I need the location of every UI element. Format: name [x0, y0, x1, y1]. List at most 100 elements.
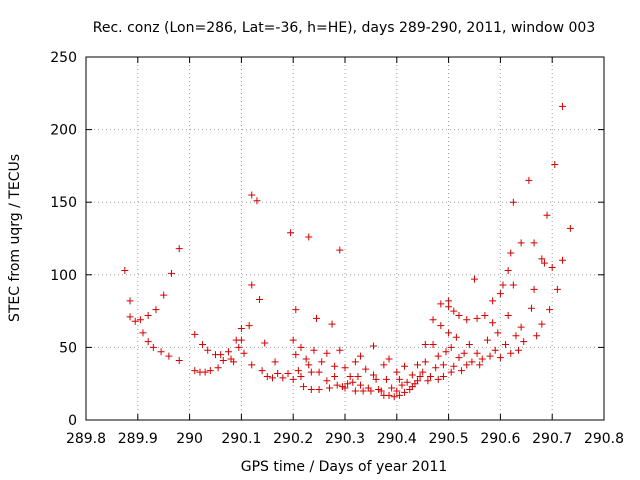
x-tick-label: 289.9: [118, 431, 158, 447]
data-point: [486, 352, 494, 360]
data-point: [175, 356, 183, 364]
x-tick-label: 289.8: [66, 431, 106, 447]
data-point: [491, 346, 499, 354]
data-point: [504, 266, 512, 274]
data-point: [421, 358, 429, 366]
y-tick-label: 0: [68, 413, 77, 429]
data-point: [483, 336, 491, 344]
data-point: [390, 393, 398, 401]
data-point: [191, 367, 199, 375]
data-point: [380, 361, 388, 369]
data-point: [328, 320, 336, 328]
data-point: [517, 323, 525, 331]
data-point: [302, 355, 310, 363]
x-tick-label: 290.6: [480, 431, 520, 447]
y-tick-label: 50: [59, 340, 77, 356]
data-point: [463, 316, 471, 324]
data-point: [398, 381, 406, 389]
data-point: [395, 375, 403, 383]
data-point: [538, 320, 546, 328]
data-point: [253, 197, 261, 205]
data-point: [530, 285, 538, 293]
data-point: [566, 224, 574, 232]
x-tick-label: 290.5: [429, 431, 469, 447]
data-point: [401, 388, 409, 396]
data-point: [442, 348, 450, 356]
data-point: [297, 372, 305, 380]
data-point: [416, 372, 424, 380]
data-point: [336, 246, 344, 254]
data-point: [289, 375, 297, 383]
data-point: [206, 367, 214, 375]
data-point: [502, 340, 510, 348]
data-point: [452, 333, 460, 341]
data-point: [284, 370, 292, 378]
data-point: [546, 306, 554, 314]
y-tick-label: 200: [50, 123, 77, 139]
data-point: [136, 316, 144, 324]
y-tick-labels: 0 50 100 150 200 250: [50, 50, 77, 429]
data-point: [248, 281, 256, 289]
data-point: [149, 343, 157, 351]
data-point: [315, 368, 323, 376]
data-point: [429, 316, 437, 324]
data-point: [248, 361, 256, 369]
data-point: [439, 361, 447, 369]
data-point: [230, 358, 238, 366]
data-point: [152, 306, 160, 314]
x-tick-label: 290.1: [221, 431, 261, 447]
data-point: [274, 370, 282, 378]
data-point: [450, 362, 458, 370]
data-point: [551, 160, 559, 168]
data-point: [460, 349, 468, 357]
data-point: [271, 358, 279, 366]
data-point: [289, 336, 297, 344]
data-point: [512, 332, 520, 340]
data-point: [377, 387, 385, 395]
data-point: [217, 351, 225, 359]
data-point: [393, 368, 401, 376]
data-point: [318, 358, 326, 366]
data-point: [199, 340, 207, 348]
data-point: [175, 245, 183, 253]
data-point: [473, 314, 481, 322]
data-point: [126, 297, 134, 305]
data-point: [382, 375, 390, 383]
data-point: [434, 352, 442, 360]
data-point: [463, 361, 471, 369]
data-point: [447, 343, 455, 351]
data-point: [385, 391, 393, 399]
grid-lines: [86, 57, 604, 420]
data-point: [496, 290, 504, 298]
data-point: [323, 377, 331, 385]
data-point: [388, 384, 396, 392]
data-point: [455, 311, 463, 319]
data-point: [139, 329, 147, 337]
data-point: [351, 387, 359, 395]
data-point: [346, 372, 354, 380]
y-tick-label: 150: [50, 195, 77, 211]
data-point: [548, 264, 556, 272]
data-point: [248, 191, 256, 199]
data-point: [426, 372, 434, 380]
data-point: [261, 339, 269, 347]
data-point: [520, 338, 528, 346]
data-point: [237, 336, 245, 344]
data-point: [336, 346, 344, 354]
data-point: [351, 358, 359, 366]
data-point: [333, 381, 341, 389]
data-point: [507, 349, 515, 357]
data-point: [323, 349, 331, 357]
data-point: [126, 313, 134, 321]
data-point: [478, 355, 486, 363]
data-point: [214, 364, 222, 372]
data-point: [341, 364, 349, 372]
data-point: [287, 229, 295, 237]
data-point: [131, 317, 139, 325]
data-point: [499, 281, 507, 289]
data-point: [354, 372, 362, 380]
data-point: [496, 354, 504, 362]
data-point: [445, 303, 453, 311]
data-point: [447, 368, 455, 376]
